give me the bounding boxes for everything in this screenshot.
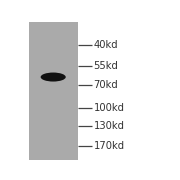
Text: 170kd: 170kd: [94, 141, 125, 151]
Text: 70kd: 70kd: [94, 80, 118, 90]
Text: 40kd: 40kd: [94, 40, 118, 50]
Bar: [30, 22, 78, 160]
Ellipse shape: [41, 73, 66, 82]
Text: 100kd: 100kd: [94, 103, 125, 112]
Text: 130kd: 130kd: [94, 121, 125, 130]
Text: 55kd: 55kd: [94, 61, 118, 71]
